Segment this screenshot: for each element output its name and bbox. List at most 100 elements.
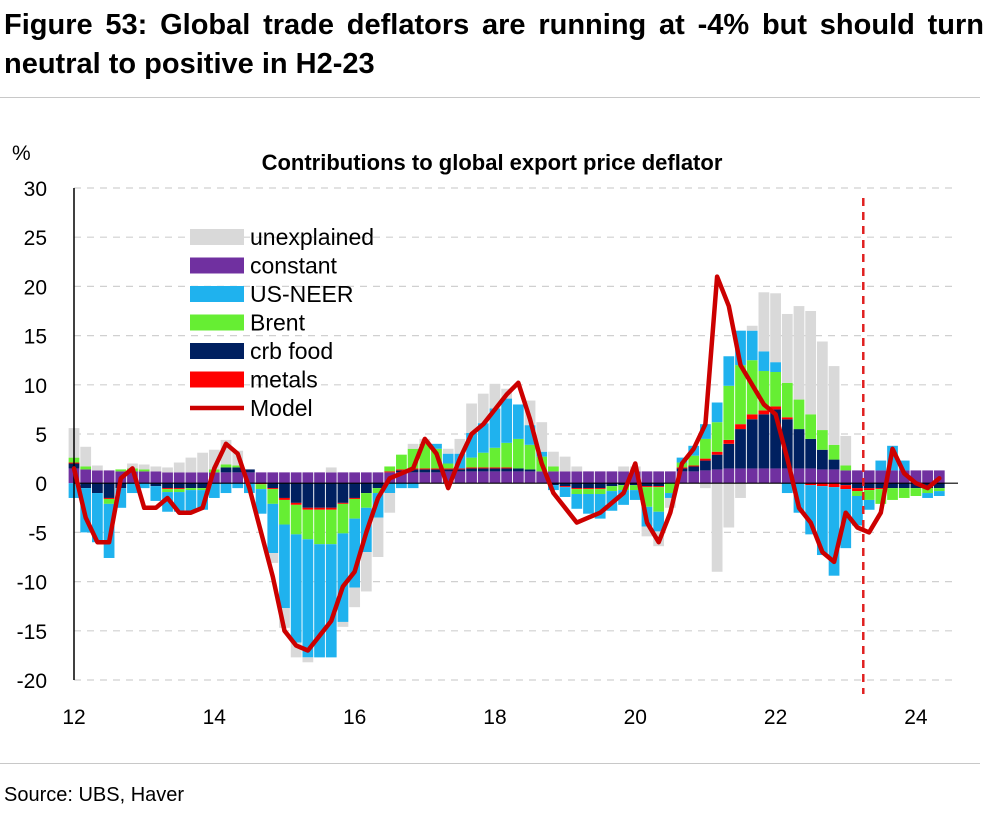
bar-brent [419,443,431,469]
bar-crb-food [92,483,103,494]
bar-constant [559,471,571,484]
bar-constant [746,468,758,484]
y-tick-label: 10 [24,375,47,398]
y-tick-label: 20 [24,276,47,299]
bar-unexplained [840,435,852,466]
bar-constant [805,468,817,484]
bar-brent [314,509,325,545]
bar-brent [384,466,396,472]
bar-metals [840,485,852,490]
bar-brent [898,488,910,498]
bar-crb-food [279,483,290,498]
bar-constant [618,471,629,484]
legend-swatch-metals [190,371,244,388]
bar-unexplained [489,383,501,409]
axes: 30 25 20 15 10 5 0 -5 -10 -15 -20 12 14 16 18 20 22 24 [17,178,958,729]
bar-brent [571,489,583,495]
bar-constant [80,469,92,484]
x-tick-label: 22 [764,706,787,729]
bar-us-neer [700,424,711,439]
bar-brent [173,489,185,493]
bar-brent [489,447,501,468]
bar-brent [781,382,793,418]
bar-unexplained [700,483,711,489]
bar-unexplained [828,366,840,445]
y-tick-label: 25 [24,227,47,250]
bar-constant [676,471,688,484]
bar-crb-food [840,483,852,486]
bar-metals [396,469,407,471]
bar-crb-food [290,483,302,503]
bar-us-neer [127,483,138,494]
bar-crb-food [852,483,863,489]
bar-crb-food [267,483,279,489]
bar-constant [887,470,898,484]
bar-unexplained [384,493,396,513]
bar-crb-food [431,469,442,473]
bar-constant [816,469,828,484]
bar-crb-food [150,483,162,487]
bar-crb-food [828,459,840,470]
bar-crb-food [185,483,197,489]
bar-constant [489,471,501,484]
bar-constant [852,470,863,484]
legend-swatch-constant [190,257,244,274]
bar-constant [770,468,781,484]
bar-crb-food [489,468,501,472]
bar-us-neer [255,489,267,514]
bar-brent [477,452,489,468]
bar-constant [220,472,232,484]
bar-brent [442,463,454,469]
bar-brent [606,486,618,492]
bar-us-neer [372,493,384,518]
bar-crb-food [454,469,466,472]
bar-brent [688,455,700,466]
bar-us-neer [442,453,454,464]
bar-unexplained [349,587,361,608]
bar-constant [396,472,407,484]
bar-metals [302,507,314,510]
bar-us-neer [138,483,150,489]
chart-title: Contributions to global export price def… [262,150,723,175]
bar-crb-food [548,483,559,486]
bar-unexplained [197,452,209,473]
bar-crb-food [805,438,817,469]
model-line-layer [71,274,942,653]
bar-constant [325,472,337,484]
bar-crb-food [419,469,431,473]
bar-constant [711,469,723,484]
bar-metals [852,488,863,492]
bar-constant [723,468,735,484]
bar-constant [524,471,536,484]
bar-us-neer [863,499,875,510]
bar-brent [933,488,945,492]
bar-us-neer [115,488,127,508]
bar-constant [290,472,302,484]
bar-metals [711,451,723,455]
bar-metals [594,488,606,490]
legend-label-unexplained: unexplained [250,224,374,250]
bar-crb-food [758,414,770,469]
bar-constant [781,468,793,484]
bar-constant [419,472,431,484]
legend-label-model: Model [250,395,313,421]
bar-crb-food [933,483,945,489]
bar-crb-food [559,483,571,487]
bar-us-neer [559,487,571,497]
bar-crb-food [173,483,185,489]
bar-us-neer [150,486,162,501]
bar-brent [466,457,477,468]
y-tick-label: -15 [17,621,47,644]
bar-us-neer [220,483,232,494]
bar-brent [524,444,536,470]
bar-brent [360,493,372,508]
bar-us-neer [524,425,536,445]
bar-crb-food [220,467,232,473]
bar-unexplained [781,313,793,383]
bar-metals [349,497,361,499]
bar-brent [279,499,290,525]
chart-svg: 30 25 20 15 10 5 0 -5 -10 -15 -20 12 14 16 18 20 22 24 un… [12,142,958,729]
bar-brent [922,488,933,494]
bar-brent [512,438,524,469]
x-tick-label: 20 [624,706,647,729]
